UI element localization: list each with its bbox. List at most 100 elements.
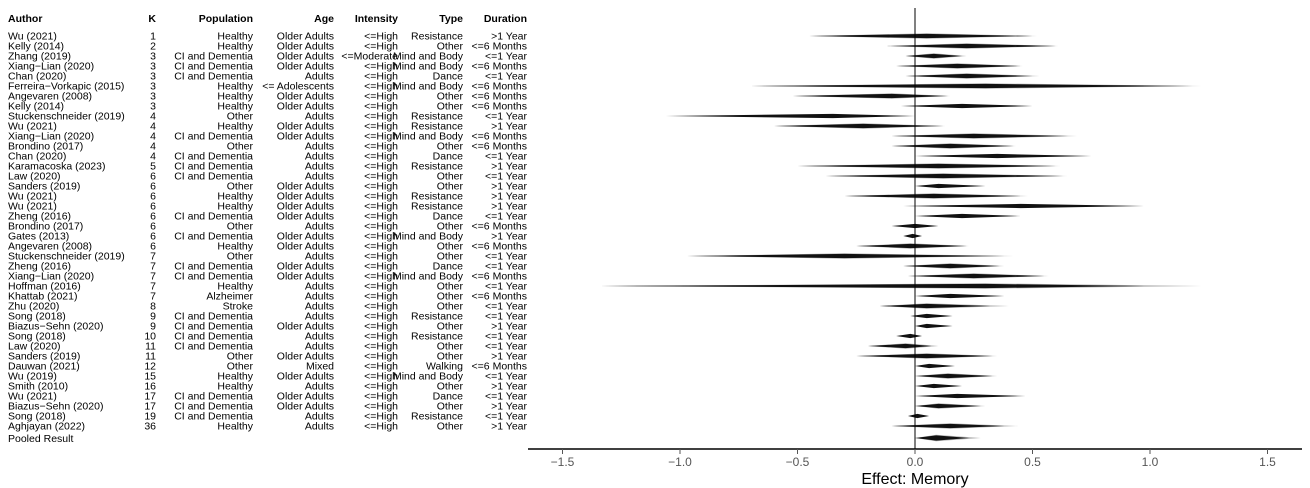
cell-author: Wu (2021): [8, 31, 57, 43]
table-row: Kelly (2014) 3 Healthy Older Adults <=High Ot…: [8, 101, 527, 113]
cell-type: Resistance: [411, 411, 463, 423]
cell-age: Older Adults: [277, 131, 334, 143]
study-estimate-14: [797, 163, 1061, 169]
table-row: Sanders (2019) 11 Other Older Adults <=High O…: [8, 351, 527, 363]
cell-author: Gates (2013): [8, 231, 69, 243]
cell-author: Aghjayan (2022): [8, 421, 85, 433]
x-tick-label: −1.5: [551, 455, 575, 469]
table-row: Zheng (2016) 6 CI and Dementia Older Adults…: [8, 211, 528, 223]
cell-author: Wu (2021): [8, 201, 57, 213]
cell-author: Stuckenschneider (2019): [8, 111, 125, 123]
cell-age: Older Adults: [277, 101, 334, 113]
cell-population: CI and Dementia: [174, 261, 253, 273]
cell-duration: <=1 Year: [485, 371, 528, 383]
study-estimate-38-interval: [915, 403, 981, 409]
cell-k: 9: [150, 321, 156, 333]
cell-k: 6: [150, 181, 156, 193]
table-row: Smith (2010) 16 Healthy Adults <=High Other >1…: [8, 381, 527, 393]
table-row: Xiang−Lian (2020) 7 CI and Dementia Older A…: [8, 271, 527, 283]
cell-duration: <=6 Months: [472, 271, 527, 283]
cell-duration: <=1 Year: [485, 261, 528, 273]
cell-type: Resistance: [411, 111, 463, 123]
cell-author: Kelly (2014): [8, 41, 64, 53]
header-author: Author: [8, 13, 42, 25]
study-estimate-17: [844, 193, 1028, 199]
study-estimate-1: [809, 33, 1038, 39]
cell-duration: <=1 Year: [485, 331, 528, 343]
cell-intensity: <=High: [364, 181, 398, 193]
cell-population: CI and Dementia: [174, 391, 253, 403]
table-row: Khattab (2021) 7 Alzheimer Adults <=High Othe…: [8, 291, 527, 303]
cell-age: Adults: [305, 311, 334, 323]
cell-age: Adults: [305, 71, 334, 83]
cell-duration: <=6 Months: [472, 91, 527, 103]
cell-age: Older Adults: [277, 401, 334, 413]
x-axis: −1.5 −1.0 −0.5 0.0 0.5 1.0 1.5: [528, 448, 1302, 469]
cell-type: Mind and Body: [393, 131, 464, 143]
cell-population: CI and Dementia: [174, 411, 253, 423]
cell-k: 5: [150, 161, 156, 173]
cell-intensity: <=High: [364, 361, 398, 373]
cell-author: Karamacoska (2023): [8, 161, 105, 173]
study-estimate-6: [750, 83, 1202, 89]
study-estimate-26: [600, 283, 1202, 289]
cell-k: 3: [150, 81, 156, 93]
cell-population: CI and Dementia: [174, 51, 253, 63]
study-estimate-17-interval: [844, 193, 1021, 199]
cell-intensity: <=High: [364, 141, 398, 153]
cell-type: Resistance: [411, 201, 463, 213]
cell-intensity: <=High: [364, 91, 398, 103]
study-estimate-25: [907, 273, 1049, 279]
cell-intensity: <=High: [364, 101, 398, 113]
cell-intensity: <=High: [364, 171, 398, 183]
cell-duration: >1 Year: [491, 191, 527, 203]
cell-intensity: <=High: [364, 311, 398, 323]
cell-type: Mind and Body: [393, 51, 464, 63]
cell-intensity: <=High: [364, 401, 398, 413]
cell-k: 6: [150, 201, 156, 213]
cell-type: Mind and Body: [393, 371, 464, 383]
cell-population: CI and Dementia: [174, 231, 253, 243]
study-estimate-38: [915, 403, 986, 409]
study-estimate-30: [915, 323, 953, 329]
cell-intensity: <=High: [364, 191, 398, 203]
study-estimate-22: [856, 243, 970, 249]
study-estimate-31-interval: [896, 333, 923, 339]
cell-population: Healthy: [217, 371, 253, 383]
cell-age: Older Adults: [277, 321, 334, 333]
cell-duration: >1 Year: [491, 321, 527, 333]
cell-age: Older Adults: [277, 191, 334, 203]
cell-duration: >1 Year: [491, 201, 527, 213]
cell-intensity: <=High: [364, 301, 398, 313]
cell-age: Older Adults: [277, 351, 334, 363]
table-row: Wu (2021) 4 Healthy Older Adults <=High Resis…: [8, 121, 527, 133]
cell-author: Song (2018): [8, 411, 66, 423]
cell-intensity: <=High: [364, 381, 398, 393]
table-row: Biazus−Sehn (2020) 17 CI and Dementia Older…: [8, 401, 527, 413]
cell-k: 6: [150, 191, 156, 203]
study-estimate-33: [856, 353, 998, 359]
cell-type: Other: [437, 421, 464, 433]
study-estimate-39: [907, 413, 930, 419]
cell-age: Adults: [305, 141, 334, 153]
table-row: Wu (2019) 15 Healthy Older Adults <=HighMind…: [8, 371, 528, 383]
cell-age: Older Adults: [277, 61, 334, 73]
cell-duration: >1 Year: [491, 121, 527, 133]
cell-age: Older Adults: [277, 51, 334, 63]
cell-k: 6: [150, 171, 156, 183]
cell-author: Stuckenschneider (2019): [8, 251, 125, 263]
header-population: Population: [199, 13, 253, 25]
pooled-estimate: [915, 434, 981, 442]
cell-author: Xiang−Lian (2020): [8, 271, 94, 283]
cell-population: CI and Dementia: [174, 271, 253, 283]
cell-intensity: <=High: [364, 111, 398, 123]
cell-type: Mind and Body: [393, 81, 464, 93]
cell-k: 4: [150, 131, 156, 143]
study-estimate-21: [903, 233, 923, 239]
cell-intensity: <=High: [364, 251, 398, 263]
cell-type: Other: [437, 91, 464, 103]
pooled-estimate-interval: [915, 435, 970, 441]
cell-age: Older Adults: [277, 91, 334, 103]
study-estimate-6-interval: [750, 83, 1193, 89]
